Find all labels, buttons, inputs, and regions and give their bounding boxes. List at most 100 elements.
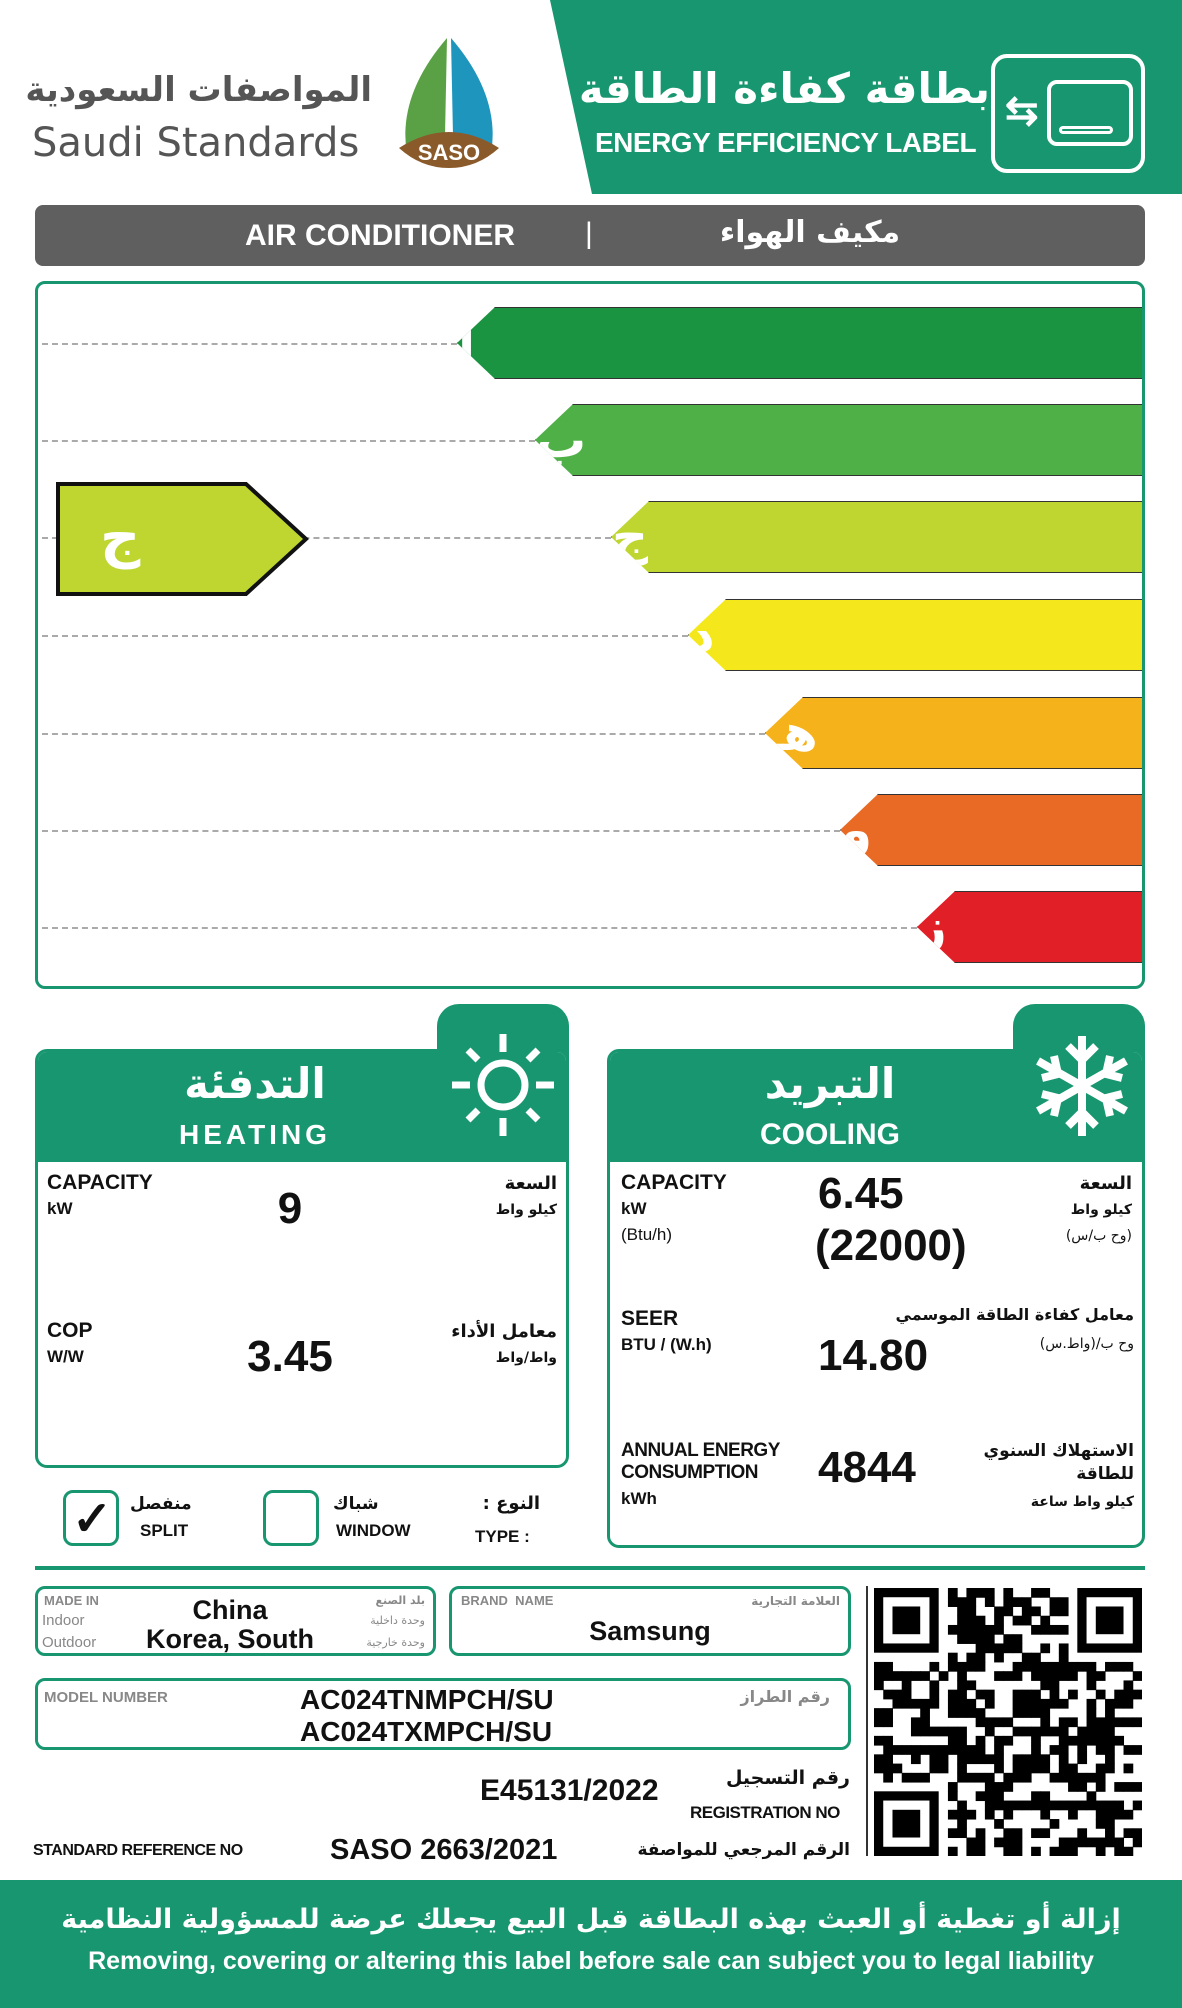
qr-module bbox=[975, 1745, 986, 1755]
qr-module bbox=[1077, 1800, 1088, 1811]
qr-module bbox=[947, 1588, 958, 1598]
qr-module bbox=[1021, 1606, 1032, 1617]
qr-module bbox=[957, 1698, 967, 1709]
annual-energy-label-2: CONSUMPTION bbox=[621, 1462, 759, 1483]
qr-module bbox=[1123, 1689, 1134, 1700]
qr-module bbox=[1012, 1597, 1023, 1607]
qr-module bbox=[1095, 1745, 1106, 1755]
qr-module bbox=[1058, 1624, 1069, 1635]
qr-module bbox=[1058, 1643, 1069, 1654]
qr-module bbox=[1003, 1588, 1014, 1598]
header-banner bbox=[550, 0, 1182, 194]
window-checkbox[interactable] bbox=[263, 1490, 319, 1546]
qr-module bbox=[1012, 1828, 1023, 1839]
qr-module bbox=[994, 1735, 1004, 1746]
qr-module bbox=[1123, 1680, 1134, 1691]
qr-module bbox=[1003, 1735, 1014, 1746]
qr-module bbox=[994, 1671, 1004, 1681]
legal-warning-footer: إزالة أو تغطية أو العبث بهذه البطاقة قبل… bbox=[0, 1880, 1182, 2008]
heating-title-en: HEATING bbox=[179, 1119, 331, 1150]
cooling-capacity-btu-value: (22000) bbox=[815, 1221, 967, 1270]
qr-module bbox=[957, 1634, 967, 1644]
cooling-capacity-unit: kW bbox=[621, 1199, 647, 1218]
qr-module bbox=[966, 1661, 977, 1672]
outdoor-label: Outdoor bbox=[42, 1634, 97, 1651]
qr-module bbox=[1114, 1809, 1125, 1820]
qr-module bbox=[1040, 1828, 1051, 1839]
qr-module bbox=[957, 1624, 967, 1635]
qr-module bbox=[994, 1745, 1004, 1755]
qr-module bbox=[947, 1624, 958, 1635]
qr-module bbox=[1049, 1597, 1060, 1607]
qr-module bbox=[1095, 1772, 1106, 1783]
qr-module bbox=[947, 1652, 958, 1663]
qr-module bbox=[1031, 1661, 1041, 1672]
qr-module bbox=[1123, 1717, 1134, 1728]
qr-module bbox=[929, 1754, 940, 1765]
qr-module bbox=[984, 1726, 995, 1737]
qr-module bbox=[947, 1689, 958, 1700]
qr-module bbox=[1012, 1754, 1023, 1765]
qr-module bbox=[984, 1809, 995, 1820]
qr-module bbox=[975, 1828, 986, 1839]
split-checkbox[interactable]: ✓ bbox=[63, 1490, 119, 1546]
qr-module bbox=[966, 1588, 977, 1598]
seer-unit: BTU / (W.h) bbox=[621, 1335, 712, 1354]
qr-module bbox=[1003, 1809, 1014, 1820]
qr-module bbox=[1077, 1726, 1088, 1737]
heating-capacity-unit-ar: كيلو واط bbox=[495, 1202, 557, 1218]
qr-module bbox=[883, 1661, 893, 1672]
qr-module bbox=[966, 1606, 977, 1617]
qr-module bbox=[1003, 1800, 1014, 1811]
qr-module bbox=[1058, 1606, 1069, 1617]
qr-module bbox=[929, 1689, 940, 1700]
qr-module bbox=[1068, 1800, 1078, 1811]
qr-module bbox=[1012, 1800, 1023, 1811]
qr-module bbox=[966, 1652, 977, 1663]
qr-module bbox=[920, 1671, 930, 1681]
qr-module bbox=[920, 1726, 930, 1737]
product-type-separator: | bbox=[585, 217, 593, 250]
qr-module bbox=[1068, 1717, 1078, 1728]
qr-module bbox=[874, 1661, 884, 1672]
qr-module bbox=[910, 1671, 921, 1681]
qr-module bbox=[1086, 1726, 1097, 1737]
qr-module bbox=[975, 1624, 986, 1635]
product-type-bar: AIR CONDITIONER | مكيف الهواء bbox=[35, 205, 1145, 266]
qr-module bbox=[1123, 1782, 1134, 1792]
qr-module bbox=[1086, 1698, 1097, 1709]
checkmark-icon: ✓ bbox=[72, 1493, 113, 1546]
qr-module bbox=[1031, 1735, 1041, 1746]
qr-module bbox=[957, 1597, 967, 1607]
qr-module bbox=[1132, 1837, 1142, 1848]
qr-module bbox=[1021, 1763, 1032, 1774]
qr-module bbox=[1068, 1772, 1078, 1783]
qr-module bbox=[1058, 1717, 1069, 1728]
qr-module bbox=[994, 1837, 1004, 1848]
org-name-en: Saudi Standards bbox=[32, 120, 360, 166]
qr-module bbox=[1068, 1809, 1078, 1820]
qr-module bbox=[1077, 1754, 1088, 1765]
qr-module bbox=[1040, 1754, 1051, 1765]
qr-module bbox=[1086, 1772, 1097, 1783]
qr-module bbox=[874, 1763, 884, 1774]
qr-module bbox=[883, 1671, 893, 1681]
qr-module bbox=[1123, 1745, 1134, 1755]
qr-module bbox=[1132, 1671, 1142, 1681]
qr-module bbox=[938, 1745, 949, 1755]
qr-module bbox=[975, 1588, 986, 1598]
cooling-capacity-unit2-ar: (وح ب/س) bbox=[1065, 1228, 1132, 1244]
qr-module bbox=[957, 1735, 967, 1746]
qr-module bbox=[984, 1791, 995, 1802]
qr-module bbox=[1031, 1726, 1041, 1737]
label-title-ar: بطاقة كفاءة الطاقة bbox=[578, 64, 990, 113]
qr-module bbox=[1021, 1754, 1032, 1765]
qr-module bbox=[892, 1763, 903, 1774]
qr-module bbox=[1132, 1782, 1142, 1792]
qr-module bbox=[1077, 1745, 1088, 1755]
qr-module bbox=[1105, 1726, 1115, 1737]
qr-code[interactable] bbox=[874, 1588, 1142, 1856]
heating-title-ar: التدفئة bbox=[184, 1059, 326, 1108]
qr-module bbox=[1105, 1837, 1115, 1848]
qr-module bbox=[883, 1772, 893, 1783]
